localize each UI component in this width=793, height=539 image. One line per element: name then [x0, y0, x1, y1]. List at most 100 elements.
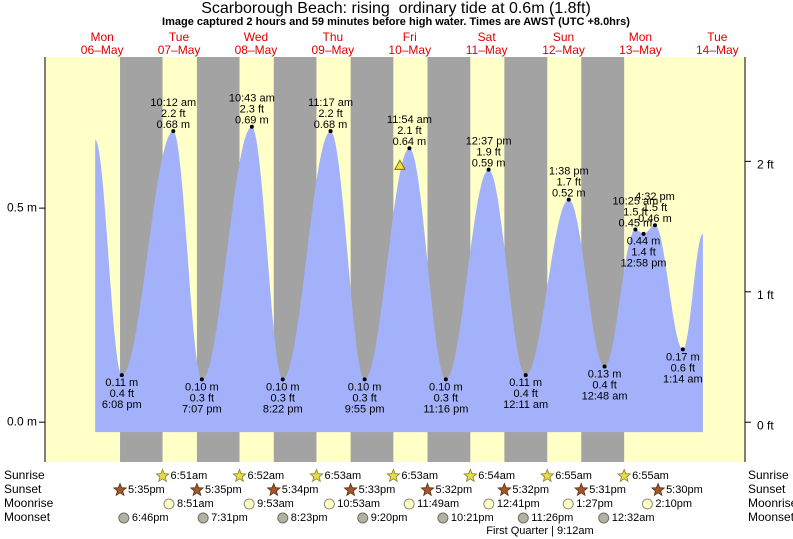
tide-label: 12:48 am [582, 390, 628, 402]
tide-label: 2.3 ft [240, 104, 264, 116]
sunset-time: 5:32pm [435, 484, 472, 496]
moonrise-icon [483, 498, 495, 510]
sunset-time: 5:32pm [512, 484, 549, 496]
tide-point [523, 373, 528, 378]
moonset-time: 6:46pm [132, 512, 169, 524]
moonrise-icon [562, 498, 574, 510]
tide-point [566, 197, 571, 202]
date-label: 11–May [466, 43, 508, 57]
row-label: Moonset [4, 510, 51, 524]
sunrise-time: 6:53am [401, 470, 438, 482]
weekday-label: Wed [244, 30, 268, 44]
tide-label: 0.45 m [619, 217, 653, 229]
sunrise-icon [232, 468, 247, 483]
sunset-time: 5:33pm [359, 484, 396, 496]
moonrise-time: 2:10pm [655, 498, 692, 510]
tide-label: 0.4 ft [110, 388, 134, 400]
tide-label: 1:38 pm [549, 165, 589, 177]
sunrise-time: 6:52am [248, 470, 285, 482]
tide-label: 0.6 ft [671, 362, 695, 374]
tide-label: 1.9 ft [476, 147, 500, 159]
sunrise-icon [616, 468, 632, 483]
tide-label: 0.44 m [627, 236, 661, 248]
weekday-label: Sun [553, 30, 574, 44]
tide-point [362, 377, 367, 382]
tide-label: 0.64 m [393, 136, 427, 148]
tide-label: 0.69 m [235, 115, 269, 127]
tide-label: 1.4 ft [631, 247, 655, 259]
tide-label: 0.3 ft [271, 392, 295, 404]
date-label: 10–May [388, 43, 431, 57]
tide-label: 0.3 ft [190, 392, 214, 404]
moonset-time: 12:32am [612, 512, 655, 524]
sunset-icon [497, 482, 512, 497]
moonrise-icon [323, 498, 335, 510]
moonrise-icon [641, 498, 653, 510]
tide-label: 2.1 ft [397, 125, 421, 137]
y-tick-label: 0.0 m [7, 414, 37, 428]
moonrise-icon [403, 498, 415, 510]
date-label: 06–May [81, 43, 124, 57]
moonset-time: 9:20pm [371, 512, 408, 524]
tide-label: 9:55 pm [345, 403, 385, 415]
tide-point [199, 377, 204, 382]
tide-label: 1.5 ft [643, 202, 667, 214]
moonrise-icon [243, 498, 255, 510]
tide-label: 0.4 ft [513, 388, 537, 400]
sunset-icon [343, 482, 358, 497]
tide-point [249, 124, 254, 129]
moonrise-time: 10:53am [337, 498, 380, 510]
date-label: 08–May [235, 43, 278, 57]
tide-label: 2.2 ft [161, 108, 185, 120]
sunset-time: 5:35pm [128, 484, 165, 496]
moonset-time: 7:31pm [211, 512, 248, 524]
weekday-label: Tue [707, 30, 728, 44]
sunrise-icon [309, 468, 324, 483]
date-label: 14–May [696, 43, 739, 57]
row-label: Sunset [748, 482, 786, 496]
moonrise-time: 8:51am [177, 498, 214, 510]
moonset-icon [197, 512, 209, 524]
sunset-icon [189, 482, 205, 497]
sunset-icon [650, 482, 666, 497]
tide-label: 0.68 m [156, 119, 190, 131]
tide-label: 0.17 m [666, 351, 700, 363]
tide-label: 6:08 pm [102, 399, 142, 411]
moonset-time: 8:23pm [291, 512, 328, 524]
tide-label: 0.3 ft [434, 392, 458, 404]
tide-label: 0.10 m [266, 381, 300, 393]
moonrise-time: 12:41pm [497, 498, 540, 510]
tide-label: 0.4 ft [592, 379, 616, 391]
chart-title: Scarborough Beach: rising ordinary tide … [201, 0, 591, 17]
tide-label: 10:12 am [150, 97, 196, 109]
tide-label: 12:37 pm [466, 136, 512, 148]
tide-label: 0.52 m [552, 187, 586, 199]
date-label: 09–May [311, 43, 354, 57]
tide-label: 11:54 am [387, 114, 432, 126]
y-tick-label: 0.5 m [7, 200, 37, 214]
weekday-label: Sat [478, 30, 497, 44]
row-label: Moonset [748, 510, 793, 524]
tide-label: 0.46 m [638, 213, 672, 225]
tide-label: 11:16 pm [423, 403, 468, 415]
sunset-time: 5:30pm [666, 484, 703, 496]
tide-point [119, 373, 124, 378]
tide-point [443, 377, 448, 382]
tide-label: 0.11 m [509, 377, 542, 389]
date-label: 07–May [158, 43, 201, 57]
tide-label: 7:07 pm [182, 403, 222, 415]
moonset-time: 11:26pm [531, 512, 573, 524]
tide-point [652, 223, 657, 228]
weekday-label: Tue [169, 30, 190, 44]
date-label: 13–May [619, 43, 662, 57]
weekday-label: Fri [403, 30, 417, 44]
tide-point [680, 347, 685, 352]
row-label: Moonrise [748, 496, 793, 510]
sunset-icon [112, 482, 128, 497]
sunrise-time: 6:55am [632, 470, 669, 482]
moonset-icon [437, 512, 449, 524]
tide-point [328, 129, 333, 134]
tide-point [407, 146, 412, 151]
tide-label: 11:17 am [308, 97, 353, 109]
